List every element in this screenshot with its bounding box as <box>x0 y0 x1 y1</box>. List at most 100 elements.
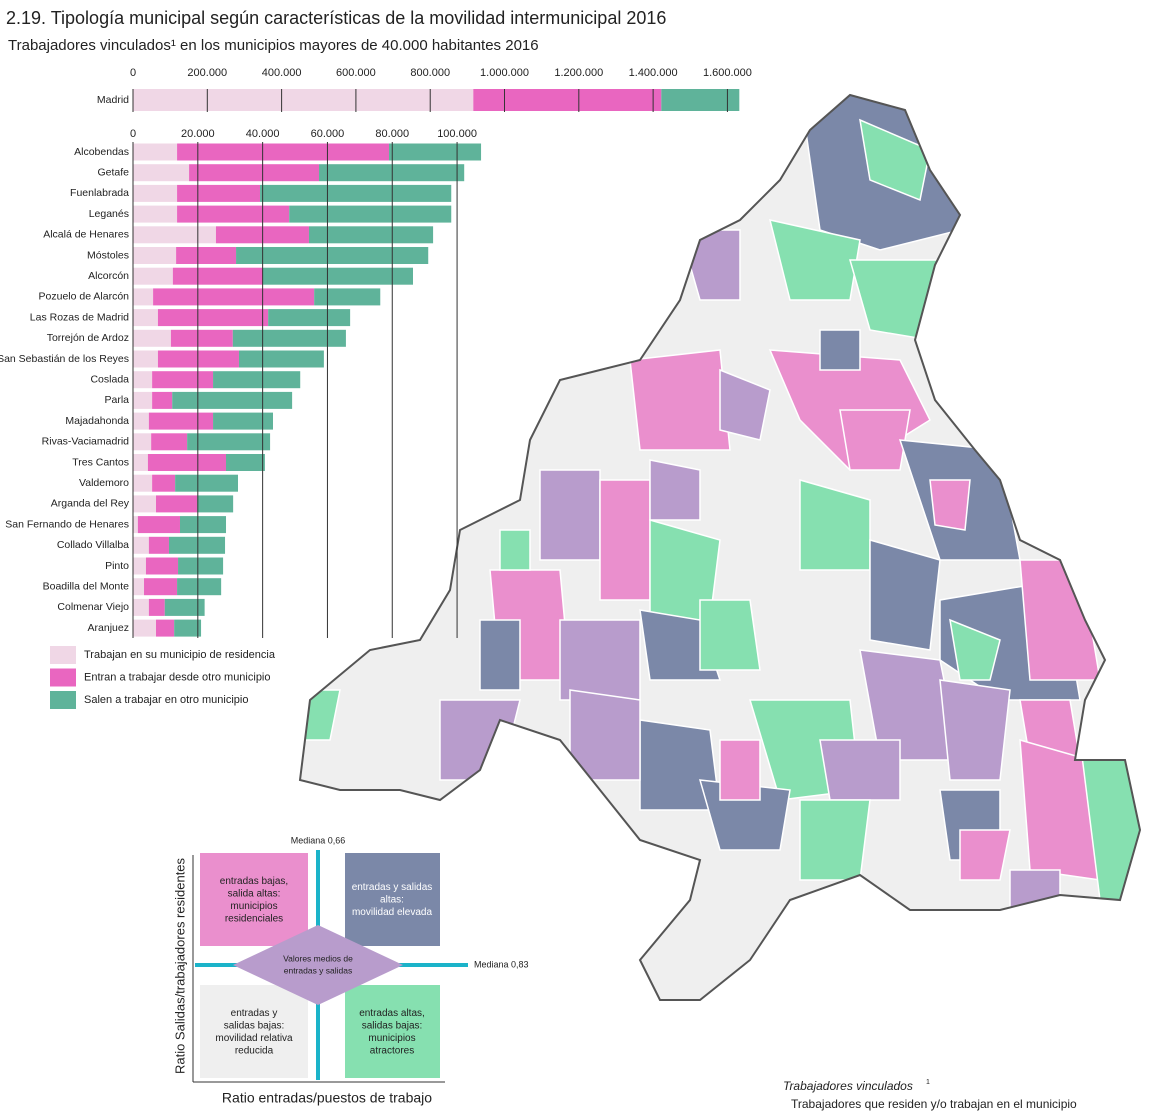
category-label: Valdemoro <box>79 477 129 489</box>
map-outline <box>298 93 1142 1001</box>
subtitle: Trabajadores vinculados¹ en los municipi… <box>8 37 539 54</box>
bar-segment <box>133 619 157 637</box>
bar-segment <box>226 454 265 471</box>
legend-label: Trabajan en su municipio de residencia <box>84 649 276 661</box>
bar-segment <box>213 371 301 389</box>
category-label: Alcorcón <box>88 270 129 282</box>
bar-segment <box>133 164 190 182</box>
bar-segment <box>232 329 346 347</box>
category-label: Pozuelo de Alarcón <box>39 291 130 303</box>
title: 2.19. Tipología municipal según caracter… <box>6 8 666 28</box>
bar-segment <box>177 143 390 161</box>
bar-segment <box>260 184 452 202</box>
quadrant-text: atractores <box>370 1045 414 1056</box>
bar-segment <box>133 536 149 554</box>
bar-segment <box>156 619 175 637</box>
bar-segment <box>133 557 146 575</box>
bar-segment <box>236 247 429 264</box>
category-label: Boadilla del Monte <box>43 580 130 592</box>
quadrant <box>200 985 308 1078</box>
category-label: Aranjuez <box>88 622 129 634</box>
x-tick-label: 1.000.000 <box>480 67 529 79</box>
bar-segment <box>189 164 320 182</box>
x-tick-label: 800.000 <box>410 67 450 79</box>
bar-segment <box>148 412 214 430</box>
legend-swatch <box>50 691 76 709</box>
footnote-text: Trabajadores que residen y/o trabajan en… <box>791 1097 1077 1111</box>
bar-segment <box>133 578 145 596</box>
bar-segment <box>177 578 222 596</box>
footnote-mark: 1 <box>926 1079 930 1086</box>
bar-segment <box>308 226 434 244</box>
bar-segment <box>661 89 740 111</box>
x-tick-label: 0 <box>130 128 136 140</box>
bar-segment <box>133 350 158 368</box>
bar-segment <box>133 433 152 451</box>
category-label: Alcobendas <box>74 146 129 158</box>
x-tick-label: 400.000 <box>262 67 302 79</box>
quadrant-text: salidas bajas: <box>224 1020 285 1031</box>
bar-segment <box>389 143 482 161</box>
x-axis-label: Ratio entradas/puestos de trabajo <box>222 1090 432 1106</box>
bar-segment <box>175 474 238 492</box>
footnote-term: Trabajadores vinculados <box>783 1079 913 1093</box>
bar-segment <box>145 557 179 575</box>
category-label: Las Rozas de Madrid <box>30 311 129 323</box>
bar-segment <box>238 350 324 368</box>
category-label: Rivas-Vaciamadrid <box>42 436 129 448</box>
x-tick-label: 100.000 <box>437 128 477 140</box>
bar-segment <box>144 578 178 596</box>
bar-segment <box>213 412 273 430</box>
legend-label: Salen a trabajar en otro municipio <box>84 694 248 706</box>
category-label: Arganda del Rey <box>51 498 130 510</box>
bar-segment <box>133 474 153 492</box>
bar-segment <box>133 288 154 306</box>
quadrant <box>200 853 308 946</box>
bar-segment <box>152 371 214 389</box>
bar-segment <box>157 350 239 368</box>
bar-segment <box>133 205 178 223</box>
legend-swatch <box>50 668 76 687</box>
category-label: Móstoles <box>87 249 129 261</box>
x-tick-label: 1.400.000 <box>629 67 678 79</box>
bar-segment <box>133 371 153 389</box>
bar-segment <box>152 474 176 492</box>
y-axis-label: Ratio Salidas/trabajadores residentes <box>172 857 187 1074</box>
bar-segment <box>152 391 173 409</box>
bar-segment <box>176 247 237 264</box>
bar-segment <box>148 598 165 616</box>
bar-segment <box>157 309 269 327</box>
quadrant-text: municipios <box>368 1033 415 1044</box>
category-label: San Fernando de Henares <box>5 518 129 530</box>
category-label: Madrid <box>97 94 129 106</box>
quadrant-text: entradas y <box>231 1008 278 1019</box>
bar-segment <box>179 516 227 534</box>
bar-segment <box>170 329 233 347</box>
bar-segment <box>172 391 293 409</box>
bar-segment <box>177 205 290 223</box>
bar-segment <box>153 288 315 306</box>
quadrant-text: movilidad relativa <box>215 1033 293 1044</box>
bar-segment <box>133 247 177 264</box>
bar-segment <box>133 143 178 161</box>
quadrant <box>345 853 440 946</box>
bar-segment <box>164 598 205 616</box>
category-label: Colmenar Viejo <box>57 601 129 613</box>
bar-segment <box>133 391 153 409</box>
bar-segment <box>133 412 149 430</box>
category-label: Parla <box>104 394 129 406</box>
x-tick-label: 200.000 <box>187 67 227 79</box>
median-label: Mediana 0,83 <box>474 959 529 969</box>
bar-segment <box>133 598 149 616</box>
category-label: Tres Cantos <box>72 456 129 468</box>
category-label: Torrejón de Ardoz <box>47 332 129 344</box>
bar-segment <box>268 309 351 327</box>
x-tick-label: 0 <box>130 67 136 79</box>
center-text: entradas y salidas <box>284 965 353 975</box>
quadrant-text: entradas bajas, <box>220 876 288 887</box>
bar-segment <box>133 516 138 534</box>
bar-segment <box>133 267 173 285</box>
quadrant-text: movilidad elevada <box>352 907 432 918</box>
center-text: Valores medios de <box>283 953 353 963</box>
